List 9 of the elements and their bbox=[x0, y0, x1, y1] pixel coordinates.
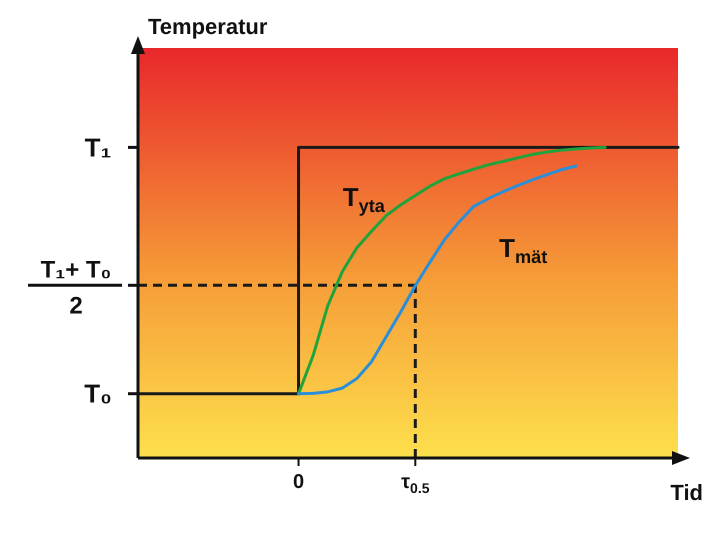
text: T₀ bbox=[84, 378, 112, 409]
text: T₁ bbox=[84, 132, 112, 162]
series-label: T$_{mät}$ bbox=[499, 232, 548, 268]
series-label: T$_{yta}$ bbox=[342, 182, 386, 217]
y-axis-title: Temperatur bbox=[148, 14, 268, 39]
x-axis-title: Tid bbox=[670, 480, 703, 505]
x-tick-label: τ$_{0.5}$ bbox=[401, 471, 430, 496]
text: T₁+ T₀ 2 bbox=[40, 256, 112, 320]
x-tick-label: 0 bbox=[292, 471, 304, 493]
